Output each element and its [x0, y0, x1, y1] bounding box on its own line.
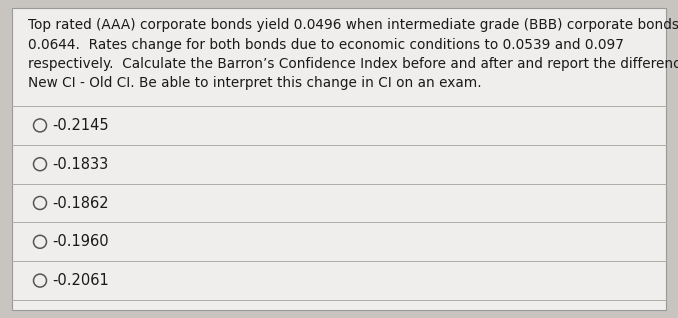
Text: -0.1833: -0.1833 [52, 157, 108, 172]
Text: -0.2061: -0.2061 [52, 273, 109, 288]
Text: Top rated (AAA) corporate bonds yield 0.0496 when intermediate grade (BBB) corpo: Top rated (AAA) corporate bonds yield 0.… [28, 18, 678, 91]
Text: -0.2145: -0.2145 [52, 118, 109, 133]
Text: -0.1960: -0.1960 [52, 234, 109, 249]
Text: -0.1862: -0.1862 [52, 196, 109, 211]
